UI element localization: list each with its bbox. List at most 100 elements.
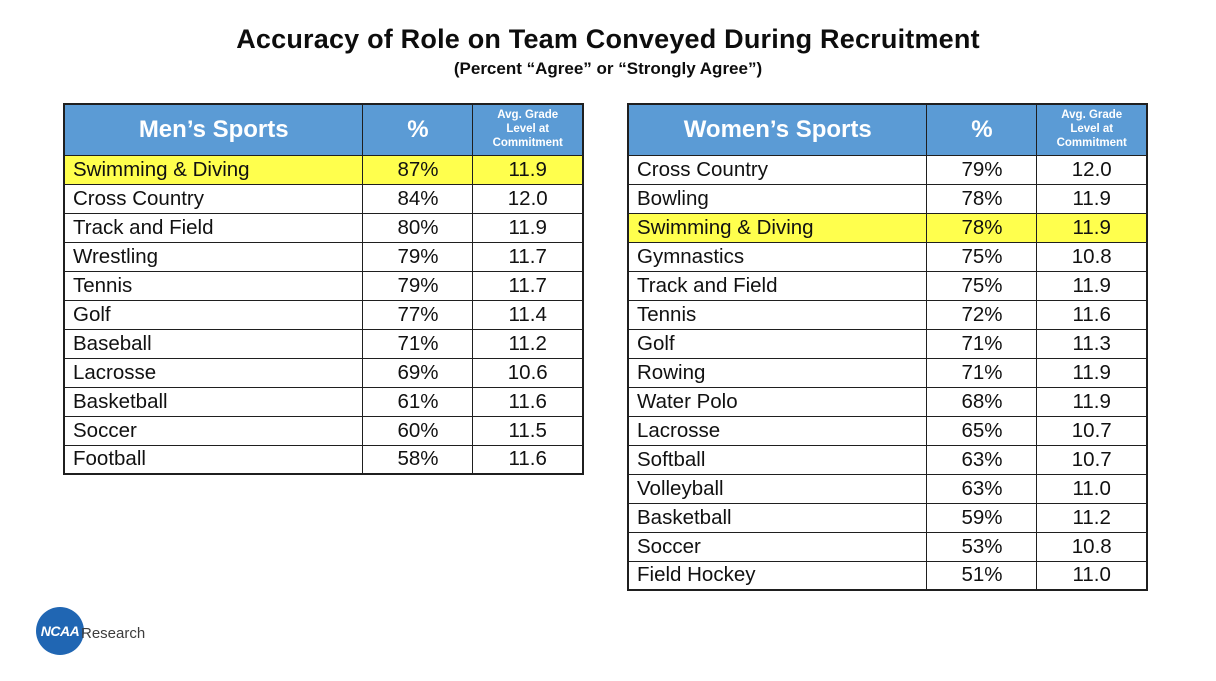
mens-percent-column-header: % <box>362 103 474 156</box>
percent-cell: 71% <box>926 328 1038 359</box>
grade-level-cell: 10.8 <box>1036 241 1148 272</box>
sport-name-cell: Softball <box>627 444 928 475</box>
logo-research-label: Research <box>81 624 146 642</box>
grade-level-cell: 10.7 <box>1036 415 1148 446</box>
sport-name-cell: Swimming & Diving <box>627 212 928 243</box>
sport-name-cell: Track and Field <box>63 212 364 243</box>
page-subtitle: (Percent “Agree” or “Strongly Agree”) <box>453 59 763 79</box>
mens-sports-column-header: Men’s Sports <box>63 103 364 156</box>
table-row: Tennis 72% 11.6 <box>627 299 1148 330</box>
percent-cell: 77% <box>362 299 474 330</box>
sport-name-cell: Basketball <box>627 502 928 533</box>
grade-level-cell: 11.6 <box>1036 299 1148 330</box>
table-row: Basketball 59% 11.2 <box>627 502 1148 533</box>
table-row: Lacrosse 69% 10.6 <box>63 357 584 388</box>
page-title: Accuracy of Role on Team Conveyed During… <box>236 24 980 54</box>
grade-level-cell: 11.9 <box>1036 386 1148 417</box>
grade-level-cell: 11.2 <box>1036 502 1148 533</box>
percent-cell: 84% <box>362 183 474 214</box>
table-row: Soccer 53% 10.8 <box>627 531 1148 562</box>
table-row: Swimming & Diving 87% 11.9 <box>63 154 584 185</box>
sport-name-cell: Bowling <box>627 183 928 214</box>
percent-cell: 78% <box>926 212 1038 243</box>
sport-name-cell: Soccer <box>627 531 928 562</box>
sport-name-cell: Cross Country <box>627 154 928 185</box>
mens-grade-column-header: Avg. Grade Level at Commitment <box>472 103 584 156</box>
grade-level-cell: 12.0 <box>1036 154 1148 185</box>
table-row: Tennis 79% 11.7 <box>63 270 584 301</box>
grade-level-cell: 11.9 <box>1036 270 1148 301</box>
table-row: Swimming & Diving 78% 11.9 <box>627 212 1148 243</box>
sport-name-cell: Golf <box>63 299 364 330</box>
percent-cell: 59% <box>926 502 1038 533</box>
percent-cell: 79% <box>926 154 1038 185</box>
table-row: Soccer 60% 11.5 <box>63 415 584 446</box>
mens-header-row: Men’s Sports % Avg. Grade Level at Commi… <box>63 103 584 156</box>
sport-name-cell: Field Hockey <box>627 560 928 591</box>
percent-cell: 51% <box>926 560 1038 591</box>
percent-cell: 61% <box>362 386 474 417</box>
percent-cell: 63% <box>926 444 1038 475</box>
womens-percent-column-header: % <box>926 103 1038 156</box>
table-row: Volleyball 63% 11.0 <box>627 473 1148 504</box>
sport-name-cell: Lacrosse <box>63 357 364 388</box>
table-row: Track and Field 80% 11.9 <box>63 212 584 243</box>
table-row: Cross Country 84% 12.0 <box>63 183 584 214</box>
percent-cell: 65% <box>926 415 1038 446</box>
percent-cell: 75% <box>926 270 1038 301</box>
mens-sports-table: Men’s Sports % Avg. Grade Level at Commi… <box>63 103 584 475</box>
percent-cell: 60% <box>362 415 474 446</box>
table-row: Field Hockey 51% 11.0 <box>627 560 1148 591</box>
sport-name-cell: Track and Field <box>627 270 928 301</box>
grade-level-cell: 11.3 <box>1036 328 1148 359</box>
grade-level-cell: 11.9 <box>1036 212 1148 243</box>
womens-sports-table: Women’s Sports % Avg. Grade Level at Com… <box>627 103 1148 591</box>
percent-cell: 71% <box>362 328 474 359</box>
table-row: Baseball 71% 11.2 <box>63 328 584 359</box>
percent-cell: 78% <box>926 183 1038 214</box>
grade-level-cell: 11.2 <box>472 328 584 359</box>
slide-header: Accuracy of Role on Team Conveyed During… <box>0 24 1216 79</box>
table-row: Football 58% 11.6 <box>63 444 584 475</box>
percent-cell: 79% <box>362 270 474 301</box>
percent-cell: 80% <box>362 212 474 243</box>
womens-header-row: Women’s Sports % Avg. Grade Level at Com… <box>627 103 1148 156</box>
grade-level-cell: 11.9 <box>472 212 584 243</box>
sport-name-cell: Soccer <box>63 415 364 446</box>
percent-cell: 72% <box>926 299 1038 330</box>
grade-level-cell: 11.7 <box>472 270 584 301</box>
sport-name-cell: Cross Country <box>63 183 364 214</box>
percent-cell: 79% <box>362 241 474 272</box>
table-row: Golf 71% 11.3 <box>627 328 1148 359</box>
sport-name-cell: Swimming & Diving <box>63 154 364 185</box>
sport-name-cell: Lacrosse <box>627 415 928 446</box>
sport-name-cell: Baseball <box>63 328 364 359</box>
sport-name-cell: Water Polo <box>627 386 928 417</box>
sport-name-cell: Tennis <box>627 299 928 330</box>
table-row: Golf 77% 11.4 <box>63 299 584 330</box>
sport-name-cell: Volleyball <box>627 473 928 504</box>
percent-cell: 71% <box>926 357 1038 388</box>
ncaa-research-logo: NCAA Research <box>36 606 145 656</box>
sport-name-cell: Golf <box>627 328 928 359</box>
table-row: Bowling 78% 11.9 <box>627 183 1148 214</box>
grade-level-cell: 11.6 <box>472 444 584 475</box>
grade-level-cell: 11.9 <box>1036 183 1148 214</box>
sport-name-cell: Tennis <box>63 270 364 301</box>
sport-name-cell: Basketball <box>63 386 364 417</box>
grade-level-cell: 11.0 <box>1036 560 1148 591</box>
percent-cell: 58% <box>362 444 474 475</box>
grade-level-cell: 10.7 <box>1036 444 1148 475</box>
grade-level-cell: 11.7 <box>472 241 584 272</box>
ncaa-logo-icon: NCAA <box>36 607 84 655</box>
grade-level-cell: 11.9 <box>472 154 584 185</box>
percent-cell: 68% <box>926 386 1038 417</box>
grade-level-cell: 11.6 <box>472 386 584 417</box>
percent-cell: 69% <box>362 357 474 388</box>
grade-level-cell: 10.6 <box>472 357 584 388</box>
table-row: Rowing 71% 11.9 <box>627 357 1148 388</box>
table-row: Wrestling 79% 11.7 <box>63 241 584 272</box>
percent-cell: 63% <box>926 473 1038 504</box>
table-row: Cross Country 79% 12.0 <box>627 154 1148 185</box>
